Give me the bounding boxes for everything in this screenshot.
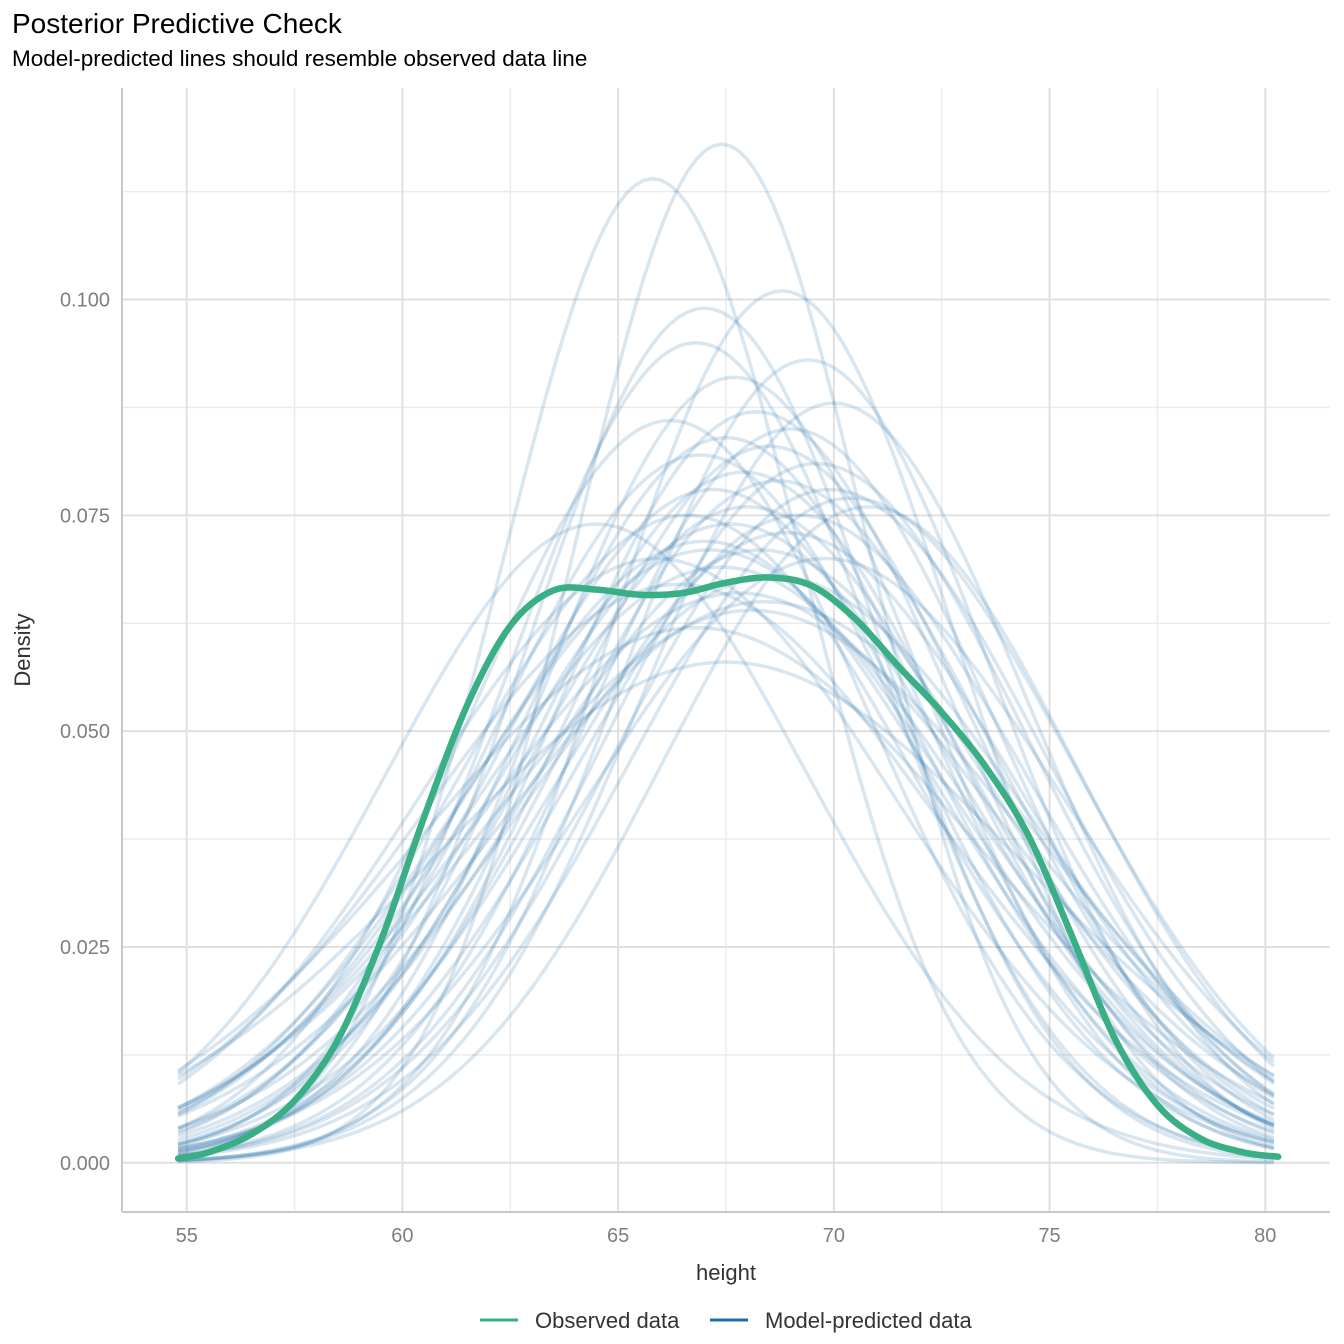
model-predicted-line — [177, 496, 1276, 1159]
legend-observed-label: Observed data — [535, 1308, 680, 1333]
model-predicted-line — [177, 548, 1275, 1138]
model-predicted-line — [177, 574, 1275, 1130]
model-predicted-line — [177, 530, 1275, 1147]
x-tick-label: 55 — [176, 1225, 198, 1247]
y-tick-label: 0.075 — [60, 505, 110, 527]
model-predicted-line — [177, 608, 1275, 1109]
model-predicted-line — [177, 479, 1275, 1151]
model-predicted-line — [177, 358, 1275, 1163]
model-predicted-line — [177, 375, 1275, 1154]
model-predicted-line — [177, 504, 1275, 1142]
model-predicted-line — [176, 522, 1275, 1161]
y-tick-labels: 0.000 0.025 0.050 0.075 0.100 — [60, 290, 110, 1175]
x-tick-label: 70 — [823, 1225, 845, 1247]
model-predicted-line — [177, 591, 1275, 1110]
model-predicted-line — [177, 487, 1275, 1158]
observed-data-line — [174, 574, 1282, 1162]
legend-predicted-label: Model-predicted data — [765, 1308, 972, 1333]
x-tick-label: 75 — [1038, 1225, 1060, 1247]
y-tick-label: 0.100 — [60, 290, 110, 312]
x-tick-label: 65 — [607, 1225, 629, 1247]
model-predicted-line — [177, 461, 1275, 1158]
chart-title: Posterior Predictive Check — [12, 8, 342, 39]
model-predicted-line — [177, 444, 1275, 1153]
grid-major — [122, 88, 1330, 1212]
grid-minor — [122, 88, 1330, 1212]
legend: Observed data Model-predicted data — [480, 1308, 972, 1333]
model-predicted-line — [177, 556, 1276, 1150]
model-predicted-line — [177, 340, 1275, 1159]
model-predicted-line — [177, 436, 1275, 1146]
chart-subtitle: Model-predicted lines should resemble ob… — [12, 46, 588, 71]
y-tick-label: 0.025 — [60, 937, 110, 959]
model-predicted-line — [177, 539, 1275, 1134]
model-predicted-line — [177, 660, 1275, 1077]
x-tick-label: 80 — [1254, 1225, 1276, 1247]
model-predicted-line — [177, 625, 1275, 1105]
model-predicted-line — [177, 453, 1275, 1150]
model-predicted-line — [178, 142, 1274, 1164]
model-predicted-line — [177, 418, 1275, 1158]
model-predicted-line — [177, 565, 1275, 1117]
observed-line-group — [174, 574, 1282, 1162]
model-predicted-line — [177, 176, 1274, 1165]
model-predicted-line — [178, 504, 1276, 1163]
y-axis-title: Density — [10, 613, 35, 686]
model-predicted-line — [177, 513, 1275, 1144]
model-predicted-line — [177, 582, 1275, 1127]
x-axis-title: height — [696, 1260, 756, 1285]
y-tick-label: 0.050 — [60, 721, 110, 743]
x-tick-label: 60 — [391, 1225, 413, 1247]
x-tick-labels: 55 60 65 70 75 80 — [176, 1225, 1277, 1247]
model-predicted-line — [177, 306, 1275, 1160]
axes — [121, 88, 1330, 1213]
y-tick-label: 0.000 — [60, 1153, 110, 1175]
model-predicted-line — [178, 401, 1275, 1163]
model-predicted-line — [177, 427, 1275, 1157]
model-predicted-line — [177, 513, 1275, 1151]
